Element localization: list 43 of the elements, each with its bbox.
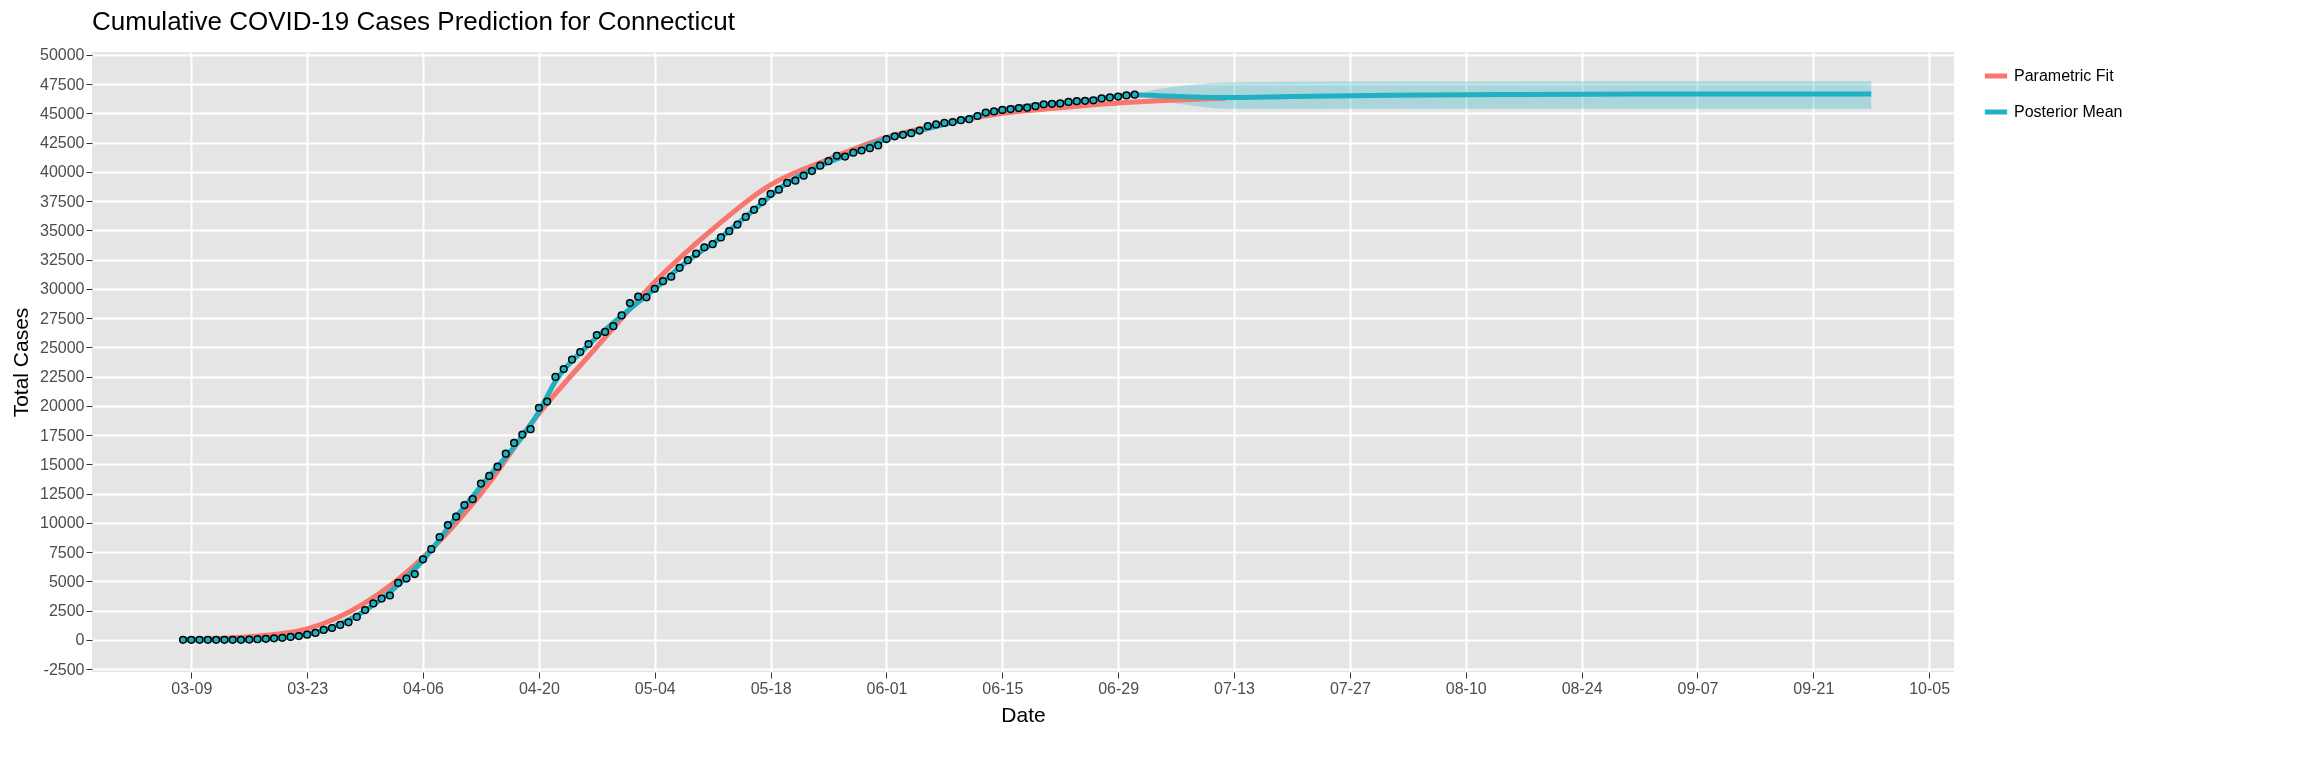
x-tick-label: 07-27 bbox=[1329, 679, 1371, 697]
y-tick-label: 5000 bbox=[48, 572, 85, 590]
x-tick-label: 06-01 bbox=[866, 679, 908, 697]
chart-title: Cumulative COVID-19 Cases Prediction for Connecticut bbox=[92, 5, 736, 36]
y-tick-label: 50000 bbox=[40, 46, 85, 64]
x-tick-label: 05-18 bbox=[750, 679, 792, 697]
y-tick-label: 17500 bbox=[40, 426, 85, 444]
x-tick-label: 03-09 bbox=[171, 679, 213, 697]
y-tick-label: 27500 bbox=[40, 309, 85, 327]
x-tick-label: 06-29 bbox=[1098, 679, 1140, 697]
x-tick-label: 09-07 bbox=[1677, 679, 1719, 697]
x-tick-label: 04-06 bbox=[403, 679, 445, 697]
y-tick-label: -2500 bbox=[43, 660, 85, 678]
y-tick-label: 25000 bbox=[40, 338, 85, 356]
x-axis-title: Date bbox=[1001, 702, 1046, 726]
y-tick-label: 32500 bbox=[40, 251, 85, 269]
y-tick-label: 12500 bbox=[40, 485, 85, 503]
x-tick-label: 04-20 bbox=[518, 679, 560, 697]
y-tick-label: 35000 bbox=[40, 221, 85, 239]
x-tick-label: 10-05 bbox=[1909, 679, 1951, 697]
x-tick-label: 08-24 bbox=[1561, 679, 1603, 697]
y-tick-label: 22500 bbox=[40, 368, 85, 386]
y-tick-label: 7500 bbox=[48, 543, 85, 561]
y-tick-label: 20000 bbox=[40, 397, 85, 415]
legend-label: Posterior Mean bbox=[2014, 103, 2123, 120]
y-tick-label: 15000 bbox=[40, 455, 85, 473]
y-tick-label: 42500 bbox=[40, 134, 85, 152]
y-tick-label: 2500 bbox=[48, 602, 85, 620]
x-tick-label: 08-10 bbox=[1445, 679, 1487, 697]
y-tick-label: 47500 bbox=[40, 75, 85, 93]
x-tick-label: 03-23 bbox=[287, 679, 329, 697]
legend-label: Parametric Fit bbox=[2014, 67, 2115, 84]
x-tick-label: 09-21 bbox=[1793, 679, 1835, 697]
x-tick-label: 06-15 bbox=[982, 679, 1024, 697]
x-tick-label: 05-04 bbox=[634, 679, 676, 697]
y-tick-label: 10000 bbox=[40, 514, 85, 532]
x-tick-label: 07-13 bbox=[1214, 679, 1256, 697]
y-tick-label: 30000 bbox=[40, 280, 85, 298]
y-tick-label: 45000 bbox=[40, 104, 85, 122]
y-tick-label: 40000 bbox=[40, 163, 85, 181]
y-tick-label: 37500 bbox=[40, 192, 85, 210]
y-tick-label: 0 bbox=[75, 631, 85, 649]
y-axis-title: Total Cases bbox=[9, 307, 33, 418]
